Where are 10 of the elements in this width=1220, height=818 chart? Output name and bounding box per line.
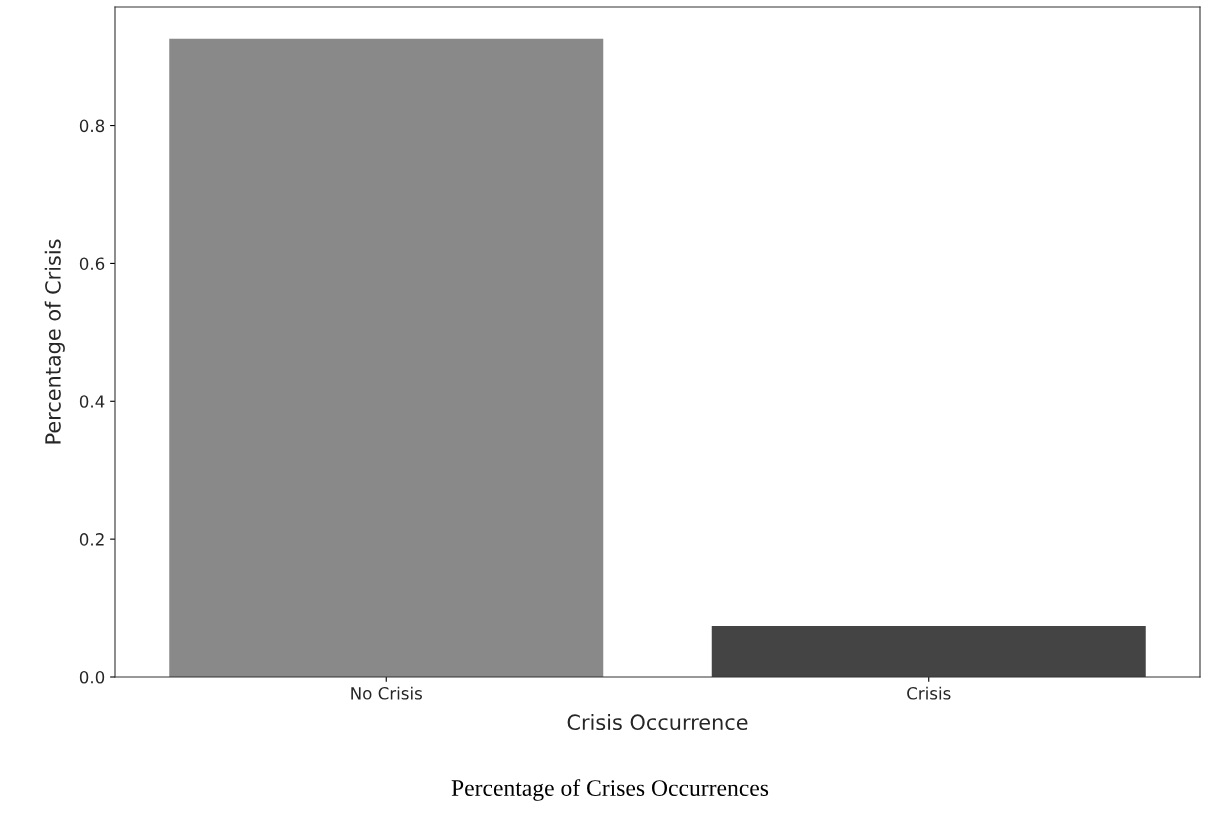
y-tick-label: 0.0: [79, 670, 105, 684]
x-axis-title: Crisis Occurrence: [567, 713, 748, 731]
y-tick-label: 0.6: [79, 257, 105, 270]
y-tick-label: 0.2: [79, 533, 104, 546]
y-tick-label: 0.8: [79, 119, 105, 133]
x-tick-label: No Crisis: [351, 686, 422, 700]
y-axis-title: Percentage of Crisis: [44, 239, 65, 444]
y-tick-label: 0.4: [79, 395, 105, 408]
text: Percentage of Crises Occurrences: [451, 779, 769, 801]
x-tick-label: Crisis: [907, 686, 951, 700]
